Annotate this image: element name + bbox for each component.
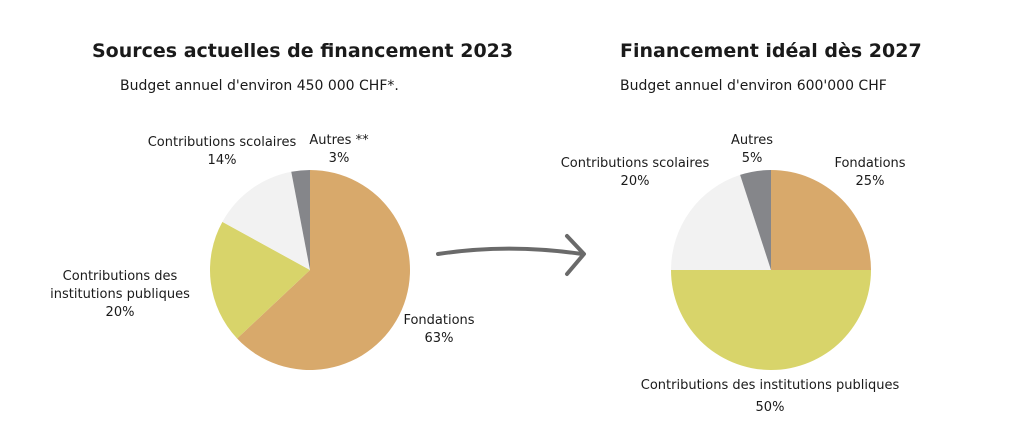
pie-chart-2023 (209, 170, 411, 370)
pie2-label-autres-name: Autres (730, 133, 774, 148)
pie2-label-autres-pct: 5% (741, 151, 763, 166)
pie2-slice-4 (740, 170, 771, 270)
chart-1-title: Sources actuelles de financement 2023 (92, 40, 514, 62)
pie2-label-fondations-name: Fondations (834, 156, 906, 171)
pie1-slice-3 (222, 171, 310, 270)
pie2-label-autres: Autres 5% (731, 132, 773, 168)
pie2-label-institutions: Contributions des institutions publiques… (641, 377, 899, 417)
pie2-slice-3 (671, 174, 771, 270)
pie1-label-scolaires-pct: 14% (207, 153, 237, 168)
pie2-label-institutions-name: Contributions des institutions publiques (640, 378, 900, 393)
pie2-label-scolaires-pct: 20% (620, 174, 650, 189)
pie1-slice-1 (237, 170, 411, 370)
pie1-slice-2 (209, 221, 310, 339)
chart-1-subtitle: Budget annuel d'environ 450 000 CHF*. (120, 78, 399, 94)
pie1-label-fondations-name: Fondations (403, 313, 475, 328)
pie1-label-scolaires: Contributions scolaires 14% (148, 134, 297, 170)
pie2-slice-1 (771, 170, 871, 270)
chart-2-subtitle: Budget annuel d'environ 600'000 CHF (620, 78, 887, 94)
pie2-label-scolaires: Contributions scolaires 20% (561, 155, 710, 191)
pie1-label-institutions-pct: 20% (105, 305, 135, 320)
pie2-label-fondations-pct: 25% (855, 174, 885, 189)
pie-chart-2027 (671, 170, 871, 370)
pie1-label-institutions-line1: Contributions des (62, 269, 178, 284)
pie1-label-fondations-pct: 63% (424, 331, 454, 346)
pie1-label-scolaires-name: Contributions scolaires (147, 135, 297, 150)
pie2-label-institutions-pct: 50% (755, 400, 785, 415)
pie1-slice-4 (291, 170, 310, 270)
right-arrow-icon (436, 234, 586, 276)
chart-2-title: Financement idéal dès 2027 (620, 40, 922, 62)
pie2-slice-2 (671, 270, 871, 370)
pie1-label-institutions: Contributions des institutions publiques… (50, 268, 190, 322)
pie1-label-institutions-line2: institutions publiques (50, 287, 190, 302)
pie1-label-fondations: Fondations 63% (403, 312, 474, 348)
pie1-label-autres-name: Autres ** (309, 133, 369, 148)
pie1-label-autres: Autres ** 3% (309, 132, 368, 168)
pie2-label-fondations: Fondations 25% (834, 155, 905, 191)
pie1-label-autres-pct: 3% (328, 151, 350, 166)
pie2-label-scolaires-name: Contributions scolaires (560, 156, 710, 171)
